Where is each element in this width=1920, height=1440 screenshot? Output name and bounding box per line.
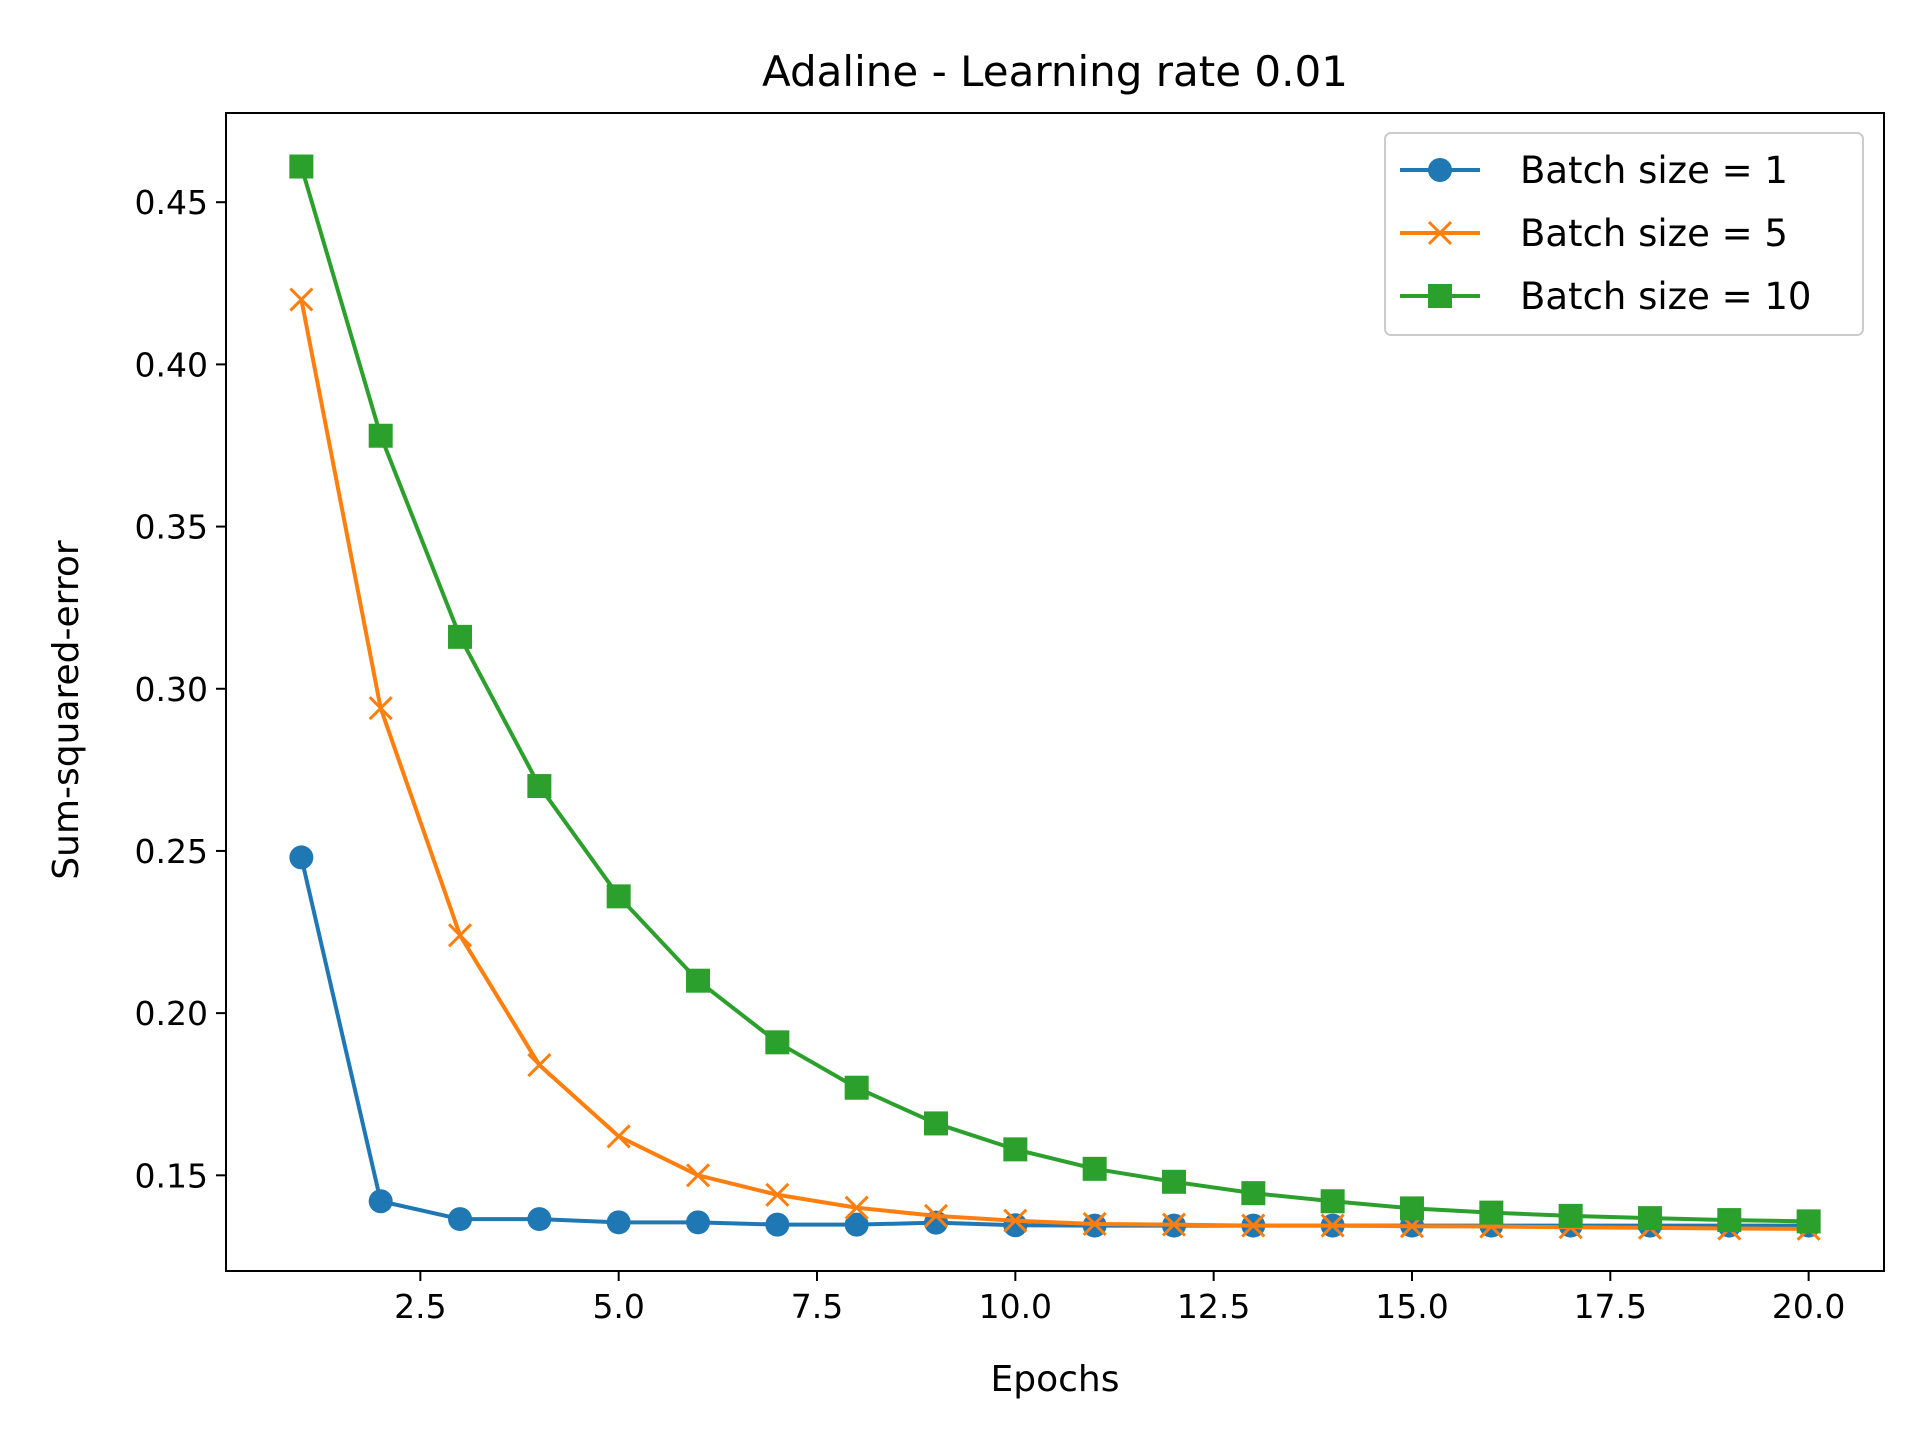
data-point [368,696,393,721]
data-point [368,1189,393,1214]
x-tick-label: 7.5 [791,1287,843,1326]
data-point [1082,1156,1107,1181]
data-point [1320,1213,1345,1238]
data-point [1003,1208,1028,1233]
data-point [1637,1206,1662,1231]
y-tick-label: 0.25 [135,832,208,871]
legend-marker [1428,284,1452,308]
legend-entry: Batch size = 5 [1400,212,1788,255]
data-point [289,287,314,312]
data-point [289,154,314,179]
data-point [1479,1200,1504,1225]
data-point [1796,1209,1821,1234]
data-point [844,1075,869,1100]
data-point [606,884,631,909]
y-tick-label: 0.30 [135,670,208,709]
series-layer [289,154,1821,1241]
series-line [299,165,1809,1224]
data-point [1003,1137,1028,1162]
y-tick-label: 0.20 [135,994,208,1033]
y-tick-label: 0.35 [135,508,208,547]
data-point [1161,1212,1187,1237]
data-point [686,1210,711,1235]
legend-marker [1427,220,1453,246]
data-point [1320,1189,1345,1214]
legend-entry: Batch size = 1 [1400,149,1788,192]
y-tick-label: 0.45 [135,183,208,222]
data-point [527,1052,552,1078]
legend: Batch size = 1 Batch size = 5 Batch size =… [1384,132,1864,336]
series-3 [289,154,1821,1234]
data-point [447,923,473,948]
data-point [685,1163,711,1188]
data-point [527,774,552,799]
x-tick-label: 10.0 [979,1287,1052,1326]
legend-box [1384,132,1864,336]
data-point [606,1124,631,1149]
data-point [1717,1208,1742,1233]
data-point [448,624,473,649]
data-point [289,845,314,870]
legend-marker [1428,158,1452,182]
data-point [1399,1196,1424,1221]
data-point [1241,1181,1266,1206]
y-tick-label: 0.40 [135,345,208,384]
plot-frame [225,112,1885,1272]
x-tick-label: 20.0 [1772,1287,1845,1326]
x-tick-label: 12.5 [1177,1287,1250,1326]
data-point [844,1212,869,1237]
data-point [1241,1213,1266,1238]
data-point [765,1030,790,1055]
legend-label: Batch size = 10 [1520,275,1811,318]
data-point [1003,1213,1028,1238]
series-line [299,299,1809,1231]
data-point [765,1212,790,1237]
data-point [1558,1203,1583,1228]
axis-ticks: 2.5 5.0 7.5 10.0 12.5 15.0 17.5 20.0 0.15 0.20 0.2… [135,183,1846,1326]
y-axis-title: Sum-squared-error [46,540,87,880]
data-point [924,1111,949,1136]
data-point [844,1195,869,1220]
y-tick-label: 0.15 [135,1156,208,1195]
legend-entry: Batch size = 10 [1400,275,1811,318]
data-point [448,1207,473,1232]
data-point [765,1182,790,1207]
data-point [923,1203,949,1228]
data-point [527,1207,552,1232]
x-tick-label: 2.5 [394,1287,446,1326]
data-point [1082,1211,1107,1237]
data-point [368,423,393,448]
x-axis-title: Epochs [991,1359,1120,1400]
x-tick-label: 5.0 [592,1287,644,1326]
data-point [686,968,711,993]
legend-label: Batch size = 5 [1520,212,1788,255]
x-tick-label: 17.5 [1574,1287,1647,1326]
chart-title: Adaline - Learning rate 0.01 [762,47,1348,96]
data-point [1161,1169,1186,1194]
x-tick-label: 15.0 [1375,1287,1448,1326]
legend-label: Batch size = 1 [1520,149,1788,192]
data-point [606,1210,631,1235]
